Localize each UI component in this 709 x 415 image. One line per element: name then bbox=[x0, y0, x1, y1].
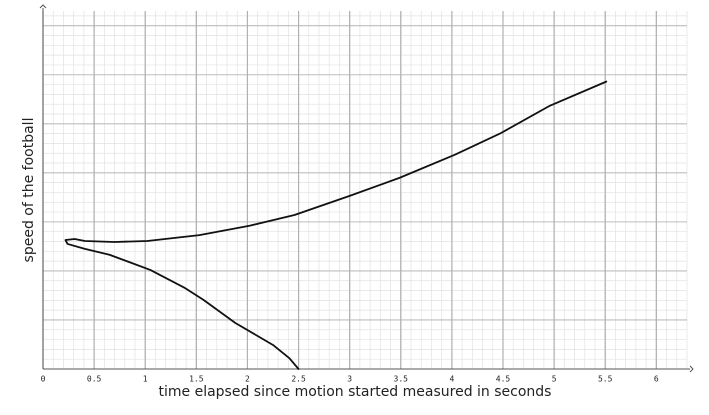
x-tick-label: 4 bbox=[449, 375, 454, 384]
x-tick-label: 6 bbox=[654, 375, 659, 384]
x-tick-label: 2.5 bbox=[291, 375, 306, 384]
x-tick-label: 3.5 bbox=[394, 375, 409, 384]
x-tick-label: 1 bbox=[143, 375, 148, 384]
x-tick-label: 5 bbox=[552, 375, 557, 384]
data-line bbox=[64, 80, 608, 370]
x-tick-label: 0.5 bbox=[87, 375, 102, 384]
x-tick-label: 2 bbox=[245, 375, 250, 384]
x-tick-label: 4.5 bbox=[496, 375, 511, 384]
x-axis-arrow bbox=[689, 365, 694, 373]
x-tick-label: 1.5 bbox=[189, 375, 204, 384]
x-axis-title: time elapsed since motion started measur… bbox=[159, 384, 552, 400]
x-tick-label: 0 bbox=[41, 375, 46, 384]
x-tick-label: 5.5 bbox=[598, 375, 613, 384]
y-axis-arrow bbox=[39, 4, 47, 9]
x-tick-label: 3 bbox=[347, 375, 352, 384]
y-axis-title: speed of the football bbox=[21, 118, 37, 263]
